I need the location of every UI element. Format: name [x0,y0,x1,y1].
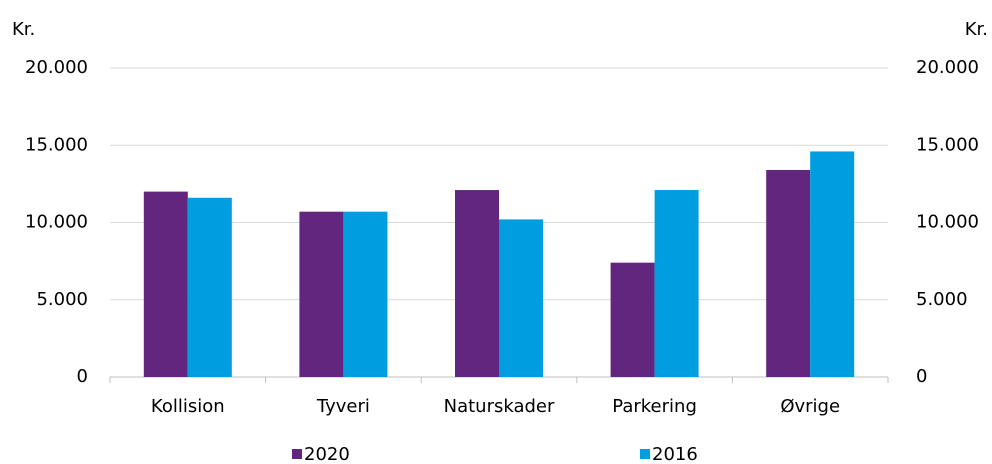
y-tick-label: 5.000 [36,289,88,310]
y2-tick-label: 10.000 [916,212,979,233]
x-tick-label: Parkering [612,396,697,417]
y2-tick-label: 15.000 [916,134,979,155]
x-tick-label: Øvrige [780,396,840,417]
y2-tick-label: 5.000 [916,289,968,310]
legend-swatch [640,449,650,459]
bar [343,211,388,377]
bar [455,190,499,377]
legend-label: 2020 [304,444,350,464]
bar [187,197,232,377]
bar [299,211,344,377]
x-tick-label: Naturskader [444,396,555,417]
x-tick-label: Kollision [151,396,225,417]
bar [810,151,855,377]
y-axis-label: Kr. [12,19,35,40]
x-tick-label: Tyveri [316,396,370,417]
legend-swatch [292,449,302,459]
y-tick-label: 10.000 [25,212,88,233]
bar [610,262,655,377]
y2-axis-label: Kr. [965,19,988,40]
y2-tick-label: 20.000 [916,57,979,78]
bar [143,191,188,377]
legend-label: 2016 [652,444,698,464]
bar [654,190,699,377]
y-tick-label: 0 [77,366,88,387]
bar [766,169,811,377]
y-tick-label: 20.000 [25,57,88,78]
y2-tick-label: 0 [916,366,927,387]
bar [499,219,543,377]
y-tick-label: 15.000 [25,134,88,155]
